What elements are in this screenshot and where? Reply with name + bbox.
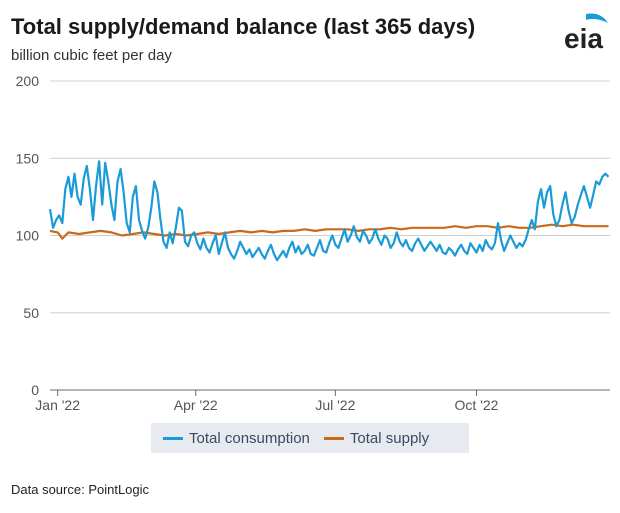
y-tick-label: 100 bbox=[16, 228, 40, 244]
legend-item-supply: Total supply bbox=[323, 429, 430, 447]
logo-leaf-icon bbox=[586, 13, 608, 23]
chart-subtitle: billion cubic feet per day bbox=[11, 47, 172, 64]
series-layer bbox=[48, 160, 610, 262]
grid-lines bbox=[50, 80, 610, 391]
y-tick-label: 0 bbox=[31, 382, 39, 398]
x-tick-label: Oct '22 bbox=[455, 397, 499, 413]
line-chart: 0 50 100 150 200 Jan '22 Apr '22 Jul '22 Oct '2… bbox=[16, 73, 610, 413]
legend-label-consumption: Total consumption bbox=[189, 429, 310, 447]
legend-label-supply: Total supply bbox=[349, 429, 430, 447]
data-source: Data source: PointLogic bbox=[11, 482, 150, 497]
eia-logo-icon: eia bbox=[564, 13, 608, 52]
legend-swatch-supply bbox=[323, 436, 344, 440]
x-tick-label: Jan '22 bbox=[35, 397, 80, 413]
chart-title: Total supply/demand balance (last 365 da… bbox=[11, 14, 476, 39]
y-axis-ticks: 0 50 100 150 200 bbox=[16, 73, 40, 398]
y-tick-label: 150 bbox=[16, 150, 40, 166]
series-line-total-consumption bbox=[48, 160, 610, 262]
x-tick-label: Jul '22 bbox=[315, 397, 355, 413]
x-tick-label: Apr '22 bbox=[174, 397, 218, 413]
legend-item-consumption: Total consumption bbox=[163, 430, 310, 447]
y-tick-label: 50 bbox=[23, 305, 39, 321]
x-axis-ticks: Jan '22 Apr '22 Jul '22 Oct '22 bbox=[35, 390, 499, 413]
legend: Total consumption Total supply bbox=[151, 423, 469, 453]
logo-text: eia bbox=[564, 23, 603, 52]
legend-swatch-consumption bbox=[163, 436, 183, 440]
y-tick-label: 200 bbox=[16, 73, 40, 89]
series-line-total-supply bbox=[49, 223, 609, 240]
